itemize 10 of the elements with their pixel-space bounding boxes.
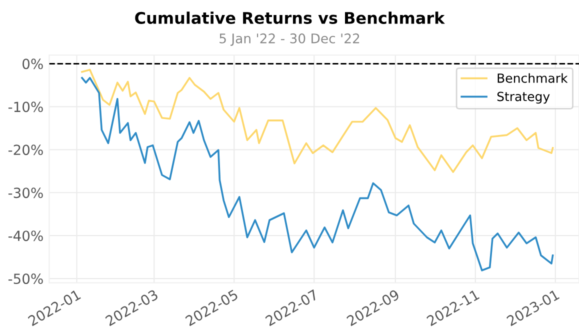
legend-label: Strategy	[497, 92, 550, 104]
chart-title: Cumulative Returns vs Benchmark	[135, 12, 445, 24]
y-tick-label: 0%	[22, 58, 43, 70]
y-tick-label: -40%	[8, 230, 43, 242]
chart-subtitle: 5 Jan '22 - 30 Dec '22	[220, 33, 360, 46]
y-tick-label: -10%	[8, 102, 43, 112]
y-tick-label: -50%	[8, 274, 43, 284]
y-tick-label: -20%	[8, 144, 43, 156]
y-tick-label: -30%	[8, 188, 43, 198]
legend-label: Benchmark	[498, 73, 568, 83]
